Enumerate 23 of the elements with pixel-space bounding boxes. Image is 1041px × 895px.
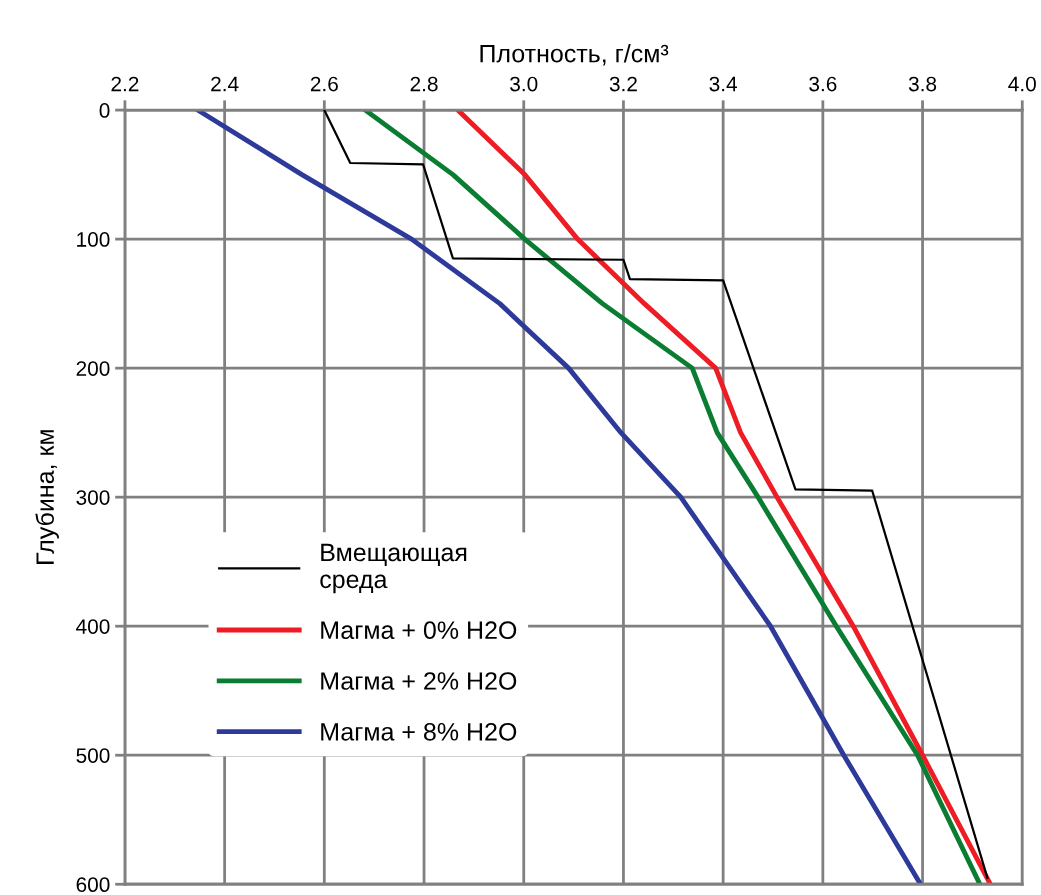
legend-label: Магма + 2% H2O [321, 672, 517, 690]
y-tick-label: 200 [76, 361, 110, 376]
x-axis-title: Плотность, г/см³ [480, 44, 669, 66]
x-tick-label: 2.2 [111, 76, 139, 92]
y-tick-label: 600 [76, 877, 110, 893]
legend-label: Магма + 8% H2O [321, 722, 517, 741]
y-tick-label: 0 [99, 103, 110, 118]
y-tick-label: 500 [76, 748, 110, 763]
x-tick-label: 3.6 [809, 76, 837, 92]
x-tick-label: 2.8 [410, 76, 438, 92]
x-tick-label: 3.0 [510, 76, 538, 92]
x-tick-label: 4.0 [1008, 76, 1036, 92]
legend-label: Вмещающая среда [320, 543, 467, 594]
x-tick-label: 2.6 [310, 76, 338, 92]
x-tick-label: 3.4 [709, 76, 738, 92]
y-tick-label: 400 [76, 619, 110, 634]
legend-label: Магма + 0% H2O [321, 621, 517, 640]
y-axis-title: Глубина, км [35, 430, 59, 564]
y-tick-label: 100 [77, 232, 110, 247]
x-tick-label: 3.8 [908, 76, 937, 92]
x-tick-label: 3.2 [609, 76, 637, 92]
x-tick-label: 2.4 [211, 76, 239, 92]
y-tick-label: 300 [76, 490, 110, 505]
